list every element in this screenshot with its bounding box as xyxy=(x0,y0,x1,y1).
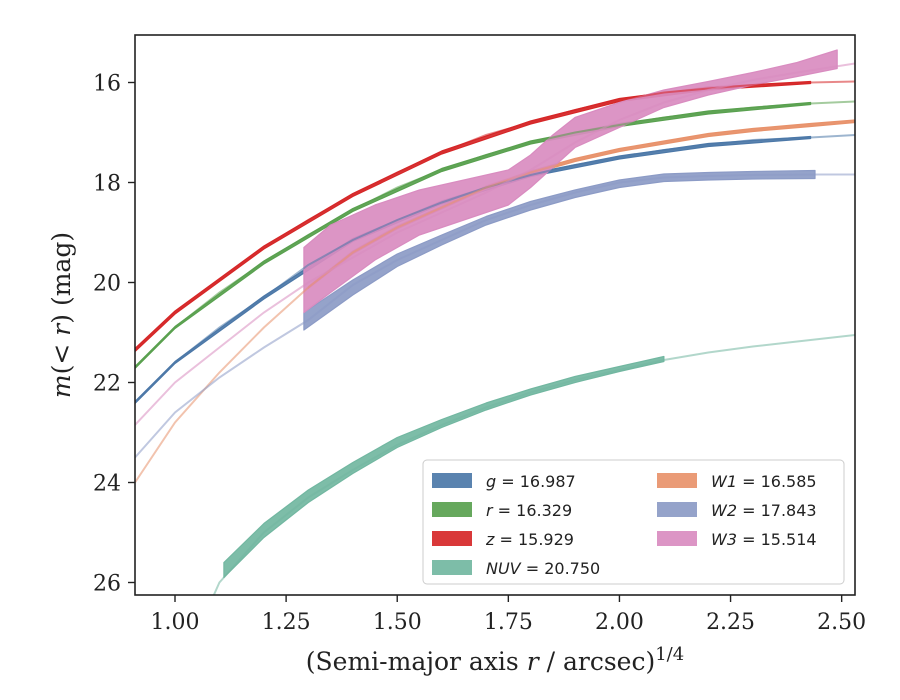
legend-label-r: r = 16.329 xyxy=(486,501,572,520)
legend-label-z: z = 15.929 xyxy=(485,530,574,549)
legend-swatch-z xyxy=(432,531,472,546)
x-tick-label: 2.25 xyxy=(706,610,755,635)
legend-label-nuv: NUV = 20.750 xyxy=(486,559,600,578)
legend-label-w3: W3 = 15.514 xyxy=(711,530,817,549)
y-tick-label: 18 xyxy=(93,172,121,197)
legend-swatch-w2 xyxy=(657,502,697,517)
legend-swatch-r xyxy=(432,502,472,517)
legend-swatch-g xyxy=(432,473,472,488)
fit-line-r xyxy=(135,100,855,369)
y-tick-label: 22 xyxy=(93,372,121,397)
band-w3 xyxy=(303,49,838,314)
x-axis-label: (Semi-major axis r / arcsec)1/4 xyxy=(306,644,684,676)
fit-line-w2 xyxy=(135,173,855,459)
y-tick-label: 24 xyxy=(93,472,121,497)
band-nuv xyxy=(223,355,665,579)
y-tick-label: 20 xyxy=(93,272,121,297)
fit-line-w1 xyxy=(135,120,855,484)
x-tick-label: 1.00 xyxy=(151,610,200,635)
legend: g = 16.987 r = 16.329 z = 15.929 NUV = 20.7… xyxy=(422,459,845,585)
x-axis: 1.00 1.25 1.50 1.75 2.00 2.25 2.50 xyxy=(151,595,866,635)
y-axis: 16 18 20 22 24 26 xyxy=(93,72,135,597)
x-tick-label: 1.75 xyxy=(484,610,533,635)
fit-line-nuv xyxy=(212,334,855,595)
fit-lines xyxy=(135,62,855,595)
legend-label-w2: W2 = 17.843 xyxy=(711,501,817,520)
fit-line-w3 xyxy=(135,62,855,426)
legend-label-g: g = 16.987 xyxy=(486,472,576,491)
legend-swatch-w3 xyxy=(657,531,697,546)
x-tick-label: 2.00 xyxy=(595,610,644,635)
legend-swatch-nuv xyxy=(432,560,472,575)
x-tick-label: 2.50 xyxy=(817,610,866,635)
x-tick-label: 1.50 xyxy=(373,610,422,635)
x-tick-label: 1.25 xyxy=(262,610,311,635)
legend-frame xyxy=(422,459,845,585)
plot-frame xyxy=(134,34,856,596)
legend-label-w1: W1 = 16.585 xyxy=(711,472,817,491)
legend-swatch-w1 xyxy=(657,473,697,488)
band-w2 xyxy=(303,169,816,331)
y-tick-label: 26 xyxy=(93,572,121,597)
y-axis-label: m(< r) (mag) xyxy=(47,232,76,398)
y-tick-label: 16 xyxy=(93,72,121,97)
